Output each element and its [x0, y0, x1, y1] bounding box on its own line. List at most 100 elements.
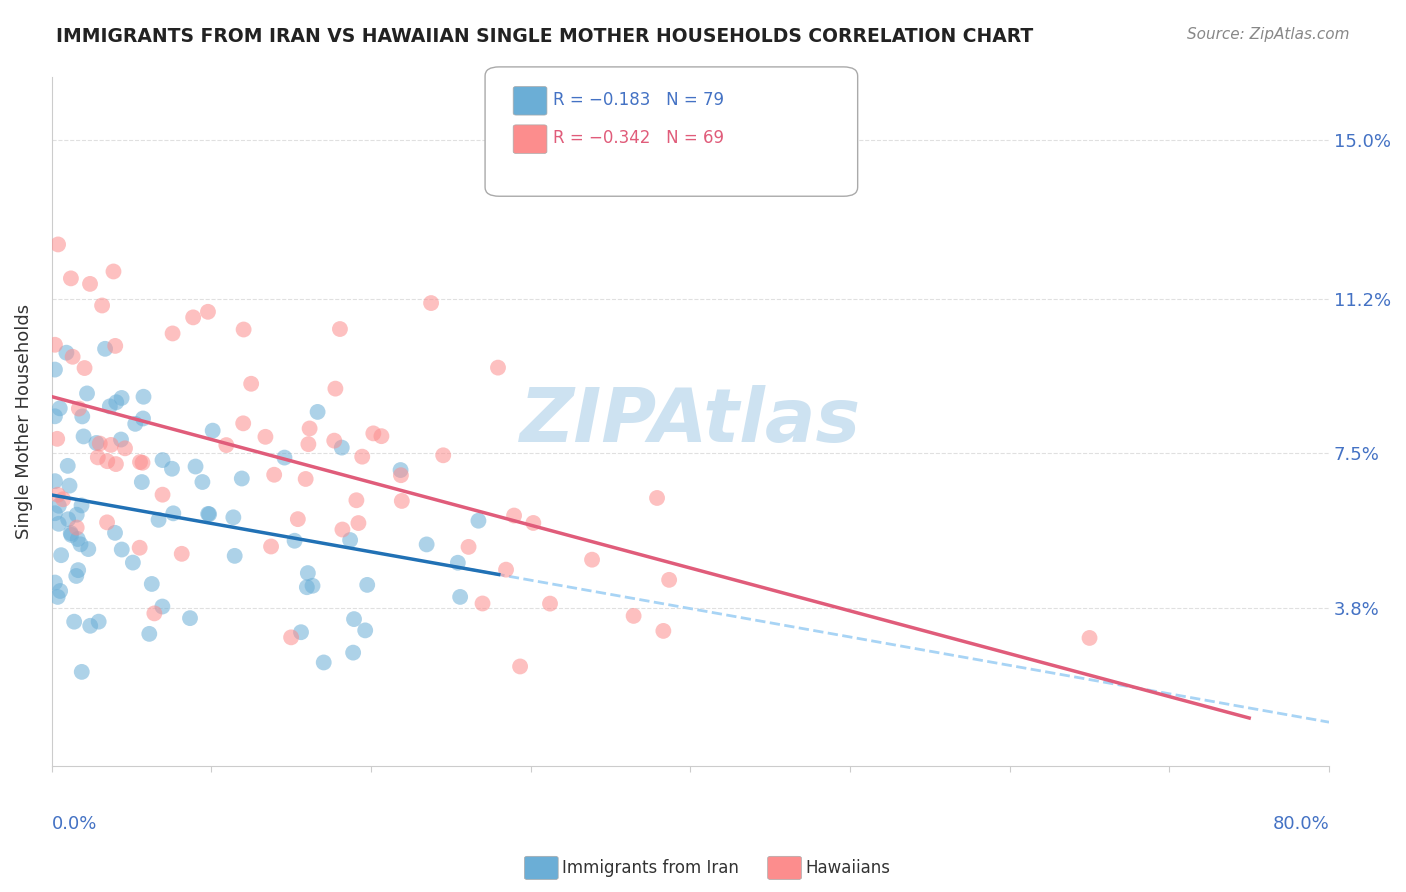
- Point: [60, 528, 83, 542]
- Text: Hawaiians: Hawaiians: [806, 859, 890, 877]
- Text: 80.0%: 80.0%: [1272, 814, 1329, 832]
- Point: [197, 305, 219, 319]
- Point: [59, 526, 82, 541]
- Point: [49, 401, 72, 416]
- Point: [100, 438, 122, 452]
- Point: [122, 556, 145, 570]
- Point: [389, 468, 412, 483]
- Y-axis label: Single Mother Households: Single Mother Households: [15, 304, 32, 540]
- Point: [62, 350, 84, 364]
- Point: [342, 646, 364, 660]
- Point: [72, 429, 94, 443]
- Point: [105, 395, 128, 409]
- Point: [298, 421, 321, 435]
- Point: [260, 540, 283, 554]
- Point: [538, 597, 561, 611]
- Point: [67, 401, 90, 416]
- Point: [87, 615, 110, 629]
- Point: [48, 499, 70, 513]
- Point: [284, 533, 307, 548]
- Point: [581, 552, 603, 566]
- Point: [325, 382, 347, 396]
- Point: [131, 475, 153, 489]
- Point: [65, 569, 87, 583]
- Point: [132, 411, 155, 425]
- Point: [645, 491, 668, 505]
- Point: [162, 326, 184, 341]
- Point: [141, 577, 163, 591]
- Point: [72, 409, 94, 424]
- Point: [297, 437, 319, 451]
- Point: [91, 298, 114, 312]
- Point: [89, 436, 111, 450]
- Point: [352, 450, 374, 464]
- Point: [143, 607, 166, 621]
- Point: [343, 612, 366, 626]
- Point: [503, 508, 526, 523]
- Point: [114, 442, 136, 456]
- Point: [44, 506, 66, 520]
- Point: [330, 441, 353, 455]
- Point: [44, 409, 66, 424]
- Text: R = −0.342   N = 69: R = −0.342 N = 69: [553, 129, 724, 147]
- Point: [1078, 631, 1101, 645]
- Point: [56, 512, 79, 526]
- Point: [432, 448, 454, 462]
- Point: [312, 656, 335, 670]
- Point: [447, 556, 470, 570]
- Point: [347, 516, 370, 530]
- Point: [623, 608, 645, 623]
- Point: [66, 508, 89, 522]
- Point: [254, 430, 277, 444]
- Point: [179, 611, 201, 625]
- Point: [240, 376, 263, 391]
- Point: [160, 461, 183, 475]
- Point: [56, 458, 79, 473]
- Point: [128, 541, 150, 555]
- Point: [280, 631, 302, 645]
- Point: [329, 322, 352, 336]
- Text: 0.0%: 0.0%: [52, 814, 97, 832]
- Point: [111, 542, 134, 557]
- Point: [198, 507, 221, 521]
- Point: [354, 624, 377, 638]
- Point: [197, 507, 219, 521]
- Point: [290, 625, 312, 640]
- Point: [323, 434, 346, 448]
- Point: [48, 516, 70, 531]
- Point: [263, 467, 285, 482]
- Point: [467, 514, 489, 528]
- Point: [46, 488, 69, 502]
- Point: [297, 566, 319, 580]
- Point: [104, 525, 127, 540]
- Point: [231, 471, 253, 485]
- Point: [110, 433, 132, 447]
- Point: [162, 506, 184, 520]
- Point: [232, 417, 254, 431]
- Text: Immigrants from Iran: Immigrants from Iran: [562, 859, 740, 877]
- Point: [44, 362, 66, 376]
- Point: [52, 492, 75, 507]
- Point: [46, 432, 69, 446]
- Point: [356, 578, 378, 592]
- Point: [652, 624, 675, 638]
- Point: [73, 361, 96, 376]
- Point: [103, 264, 125, 278]
- Point: [301, 579, 323, 593]
- Point: [181, 310, 204, 325]
- Point: [69, 537, 91, 551]
- Point: [58, 478, 80, 492]
- Point: [295, 580, 318, 594]
- Point: [55, 345, 77, 359]
- Point: [344, 493, 367, 508]
- Point: [370, 429, 392, 443]
- Point: [332, 523, 354, 537]
- Point: [224, 549, 246, 563]
- Point: [86, 436, 108, 450]
- Point: [658, 573, 681, 587]
- Point: [94, 342, 117, 356]
- Point: [148, 513, 170, 527]
- Point: [170, 547, 193, 561]
- Point: [46, 237, 69, 252]
- Point: [457, 540, 479, 554]
